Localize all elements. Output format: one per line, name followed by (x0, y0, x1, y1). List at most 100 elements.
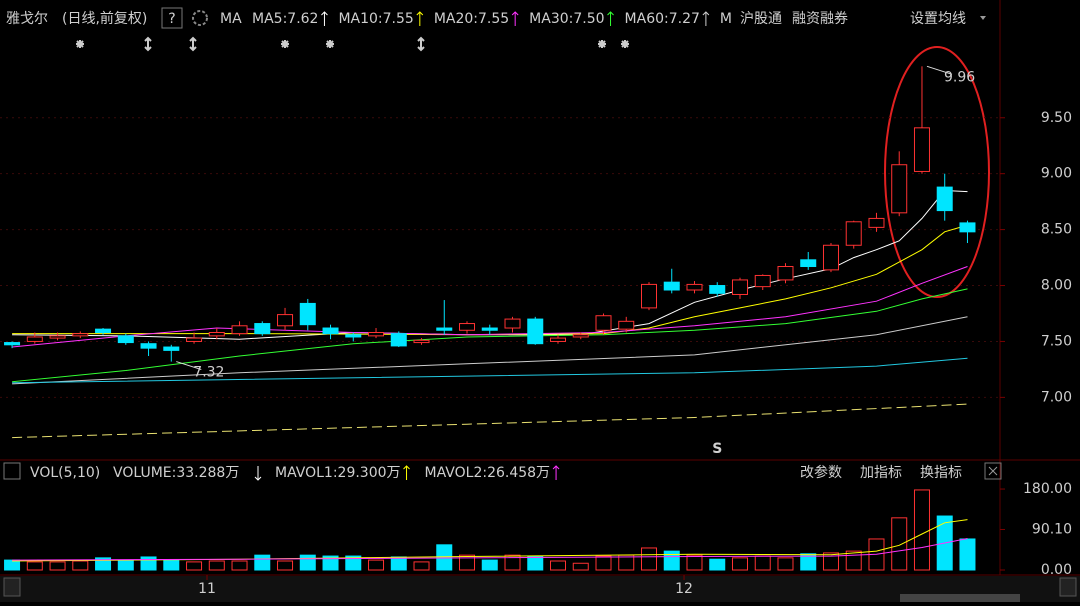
candle-body (277, 314, 294, 327)
candle-body (322, 327, 339, 335)
highlight-circle (884, 46, 990, 298)
candle-body (618, 320, 635, 330)
candle-body (26, 336, 43, 342)
volume-bar (959, 538, 976, 571)
candle-body (231, 325, 248, 335)
legend-arrow (552, 465, 560, 480)
x-tick-label: 12 (675, 581, 693, 597)
scroll-thumb[interactable] (900, 594, 1020, 602)
legend-arrow (321, 11, 328, 26)
collapse-box[interactable] (3, 462, 21, 480)
y-tick-label: 9.00 (1041, 166, 1072, 182)
legend-entry[interactable]: MA5:7.62 (252, 11, 318, 27)
candle-body (777, 266, 794, 281)
volume-bar (595, 555, 612, 571)
candle-body (140, 343, 157, 349)
mavol-line (12, 538, 968, 561)
y-tick-label: 90.10 (1032, 521, 1072, 537)
legend-arrow (416, 11, 424, 26)
annotation-arrow (926, 65, 953, 75)
header-button[interactable]: 设置均线 (910, 11, 966, 27)
scroll-left[interactable] (3, 577, 21, 597)
candle-body (754, 274, 771, 288)
volume-bar (913, 489, 930, 571)
candle-body (640, 283, 657, 309)
volume-bar (777, 557, 794, 571)
header-button[interactable]: 沪股通 (740, 11, 782, 27)
volume-bar (481, 559, 498, 571)
ma-line (12, 403, 968, 439)
volume-bar (413, 561, 430, 571)
candle-body (800, 259, 817, 268)
y-tick-label: 7.50 (1041, 333, 1072, 349)
volume-bar (731, 557, 748, 571)
candle-body (413, 339, 430, 344)
volume-bar (891, 517, 908, 571)
candle-body (845, 221, 862, 246)
indicator[interactable]: MA (220, 11, 242, 27)
legend-entry[interactable]: MA60:7.27 (625, 11, 700, 27)
legend-entry[interactable]: MA30:7.50 (529, 11, 604, 27)
candle-body (345, 334, 362, 338)
help[interactable]: ? (168, 11, 175, 27)
gear-icon[interactable] (192, 10, 208, 26)
candle-body (481, 327, 498, 331)
volume-bar (390, 556, 407, 571)
volume-bar (822, 552, 839, 571)
volume-bar (368, 559, 385, 571)
volume-bar (117, 559, 134, 571)
candle-body (936, 186, 953, 212)
candle-body (436, 327, 453, 331)
candle-body (731, 279, 748, 295)
volume-bar (800, 553, 817, 571)
y-tick-label: 9.50 (1041, 110, 1072, 126)
legend-arrow (702, 11, 710, 26)
volume-bar (4, 559, 21, 571)
candle-body (504, 318, 521, 329)
legend-entry[interactable]: M (720, 11, 732, 27)
volume-bar (436, 544, 453, 571)
annotation-arrow (176, 361, 202, 371)
candle-body (527, 318, 544, 345)
legend-arrow (607, 11, 614, 26)
legend-entry[interactable]: MAVOL2:26.458万 (425, 465, 551, 481)
volume-bar (186, 561, 203, 571)
annotation: 9.96 (944, 69, 975, 85)
candle-body (4, 342, 21, 346)
panel-button[interactable]: 换指标 (920, 464, 962, 481)
mavol-line (12, 519, 968, 562)
candle-body (709, 285, 726, 294)
header-button[interactable]: 融资融券 (792, 11, 848, 27)
legend-entry[interactable]: MAVOL1:29.300万 (275, 465, 401, 481)
scroll-right[interactable] (1059, 577, 1077, 597)
candle-body (117, 335, 134, 344)
help-box[interactable] (161, 7, 183, 29)
volume-bar (49, 561, 66, 571)
candle-body (186, 337, 203, 342)
volume-bar (208, 560, 225, 571)
panel-button[interactable]: 加指标 (860, 465, 902, 481)
volume-bar (845, 550, 862, 571)
legend-arrow (511, 11, 519, 26)
candle-body (595, 315, 612, 331)
legend-entry[interactable]: MA20:7.55 (434, 11, 509, 27)
candle-body (572, 334, 589, 338)
subtitle: (日线,前复权) (62, 10, 147, 27)
legend-entry[interactable]: MA10:7.55 (338, 11, 413, 27)
volume-bar (322, 555, 339, 571)
y-tick-label: 8.50 (1041, 222, 1072, 238)
dropdown-icon[interactable] (980, 16, 986, 20)
volume-bar (527, 555, 544, 571)
candle-body (95, 328, 112, 334)
candle-body (891, 164, 908, 214)
panel-button[interactable]: 改参数 (800, 464, 842, 481)
volume-bar (572, 562, 589, 571)
signal-label: S (712, 441, 722, 457)
volume-bar (277, 560, 294, 571)
candle-body (390, 333, 407, 347)
candle-body (663, 281, 680, 291)
close-box[interactable] (984, 462, 1002, 480)
close-icon[interactable] (988, 466, 998, 476)
